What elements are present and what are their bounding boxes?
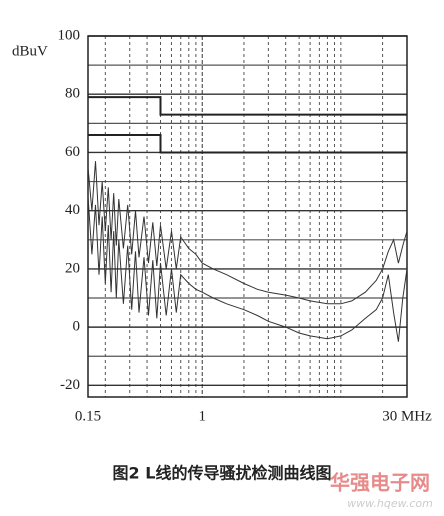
y-tick-label: 60 [65, 144, 80, 160]
y-tick-label: 40 [65, 202, 80, 218]
series-line [88, 96, 407, 116]
x-tick-label: 30 MHz [382, 408, 432, 424]
y-axis-label: dBuV [12, 43, 48, 59]
series-line [87, 161, 408, 305]
x-tick-label: 1 [198, 408, 206, 424]
x-tick-label: 0.15 [75, 408, 101, 424]
caption: 图2 L线的传导骚扰检测曲线图 [113, 464, 332, 483]
series-line [88, 134, 407, 154]
watermark-url: www.hqew.com [347, 497, 433, 510]
y-tick-label: -20 [60, 377, 80, 393]
y-tick-label: 0 [73, 319, 81, 335]
y-tick-label: 20 [65, 260, 80, 276]
y-tick-label: 100 [58, 27, 81, 43]
y-tick-label: 80 [65, 86, 80, 102]
plot-frame [87, 35, 408, 398]
series-line [87, 196, 408, 342]
watermark-title: 华强电子网 [330, 471, 430, 495]
